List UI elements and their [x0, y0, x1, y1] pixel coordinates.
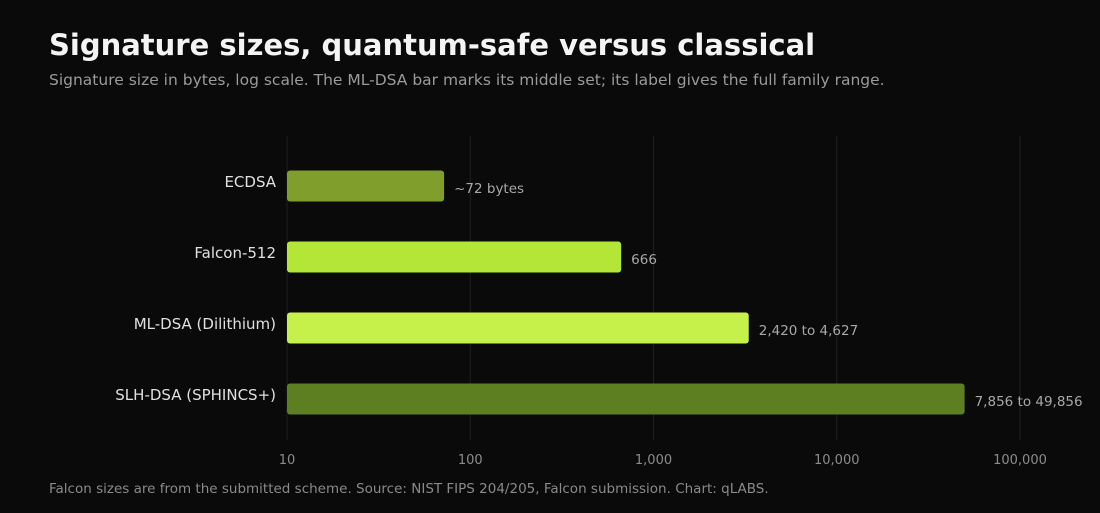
value-label: 7,856 to 49,856 — [975, 394, 1083, 410]
x-tick-label: 10,000 — [814, 453, 860, 468]
value-label: 2,420 to 4,627 — [759, 323, 858, 339]
chart-title: Signature sizes, quantum-safe versus cla… — [49, 28, 816, 62]
chart-footnote: Falcon sizes are from the submitted sche… — [49, 481, 769, 497]
value-label: ~72 bytes — [454, 181, 524, 197]
bar — [287, 170, 445, 202]
category-label: ECDSA — [224, 173, 276, 191]
category-label: ML-DSA (Dilithium) — [134, 315, 276, 333]
bar — [287, 383, 965, 415]
bar — [287, 312, 749, 344]
value-label: 666 — [631, 252, 657, 268]
x-tick-label: 10 — [279, 453, 296, 468]
x-tick-label: 100 — [458, 453, 483, 468]
bars — [287, 170, 965, 415]
x-tick-label: 100,000 — [993, 453, 1047, 468]
bar — [287, 241, 622, 273]
category-label: Falcon-512 — [194, 244, 276, 262]
x-tick-label: 1,000 — [635, 453, 672, 468]
labels: 10 100 1,000 10,000 100,000 ECDSA ~72 bytes Fal… — [115, 173, 1082, 468]
category-label: SLH-DSA (SPHINCS+) — [115, 386, 276, 404]
chart-subtitle: Signature size in bytes, log scale. The … — [49, 71, 885, 89]
